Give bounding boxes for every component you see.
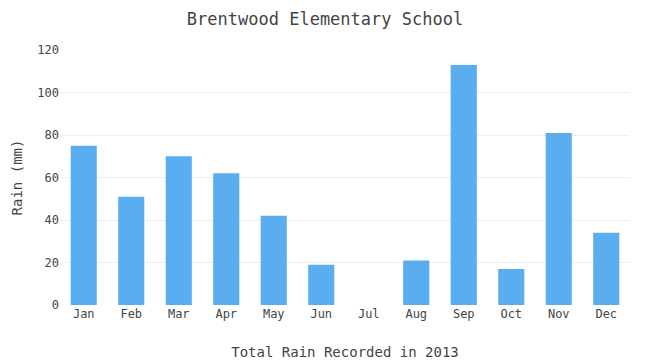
svg-text:Feb: Feb	[120, 307, 142, 321]
svg-text:Sep: Sep	[453, 307, 475, 321]
svg-text:Rain (mm): Rain (mm)	[9, 140, 25, 216]
svg-text:Jan: Jan	[73, 307, 95, 321]
svg-text:Jul: Jul	[358, 307, 380, 321]
svg-text:60: 60	[45, 171, 59, 185]
svg-text:Aug: Aug	[405, 307, 427, 321]
svg-text:Jun: Jun	[310, 307, 332, 321]
svg-text:Brentwood Elementary School: Brentwood Elementary School	[187, 9, 463, 29]
svg-text:120: 120	[37, 43, 59, 57]
svg-text:40: 40	[45, 213, 59, 227]
svg-text:80: 80	[45, 128, 59, 142]
svg-text:Nov: Nov	[548, 307, 570, 321]
svg-text:Dec: Dec	[595, 307, 617, 321]
svg-text:Mar: Mar	[168, 307, 190, 321]
svg-text:20: 20	[45, 256, 59, 270]
svg-text:Total Rain Recorded in 2013: Total Rain Recorded in 2013	[231, 344, 459, 360]
svg-text:100: 100	[37, 86, 59, 100]
svg-text:May: May	[263, 307, 285, 321]
svg-text:Apr: Apr	[215, 307, 237, 321]
svg-text:Oct: Oct	[500, 307, 522, 321]
svg-text:0: 0	[52, 298, 59, 312]
